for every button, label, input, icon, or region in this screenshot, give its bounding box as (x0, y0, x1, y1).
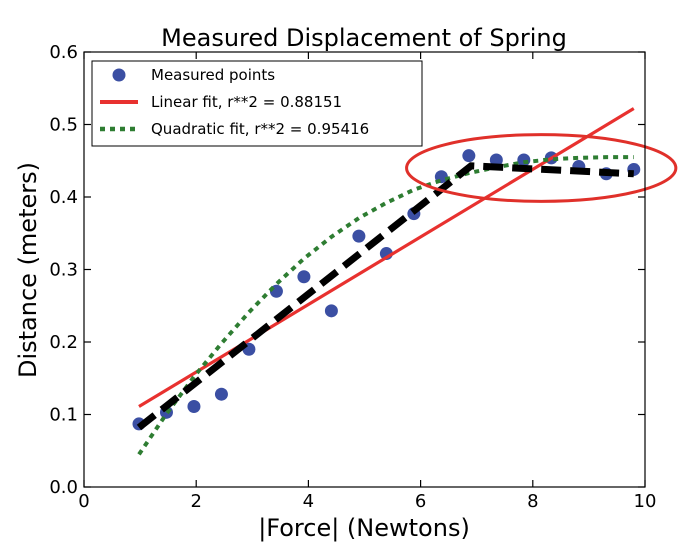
y-tick-label: 0.0 (49, 477, 78, 498)
legend-label-quadratic: Quadratic fit, r**2 = 0.95416 (151, 120, 369, 138)
data-point (297, 270, 311, 284)
y-tick-label: 0.3 (49, 260, 78, 281)
x-tick-label: 4 (303, 491, 314, 512)
y-axis-label: Distance (meters) (14, 162, 42, 378)
x-tick-label: 8 (527, 491, 538, 512)
data-point (214, 387, 228, 401)
legend-label-linear: Linear fit, r**2 = 0.88151 (151, 93, 342, 111)
data-point (187, 400, 201, 414)
y-tick-label: 0.2 (49, 332, 78, 353)
plot-area (132, 107, 678, 456)
chart-title: Measured Displacement of Spring (161, 24, 567, 52)
data-point (324, 304, 338, 318)
y-tick-label: 0.1 (49, 405, 78, 426)
data-point (517, 153, 531, 167)
legend-label-measured: Measured points (151, 66, 275, 84)
linear-fit-line (138, 107, 635, 408)
y-tick-label: 0.4 (49, 187, 78, 208)
dashed-trend-line (136, 162, 634, 431)
axis-ticks: 0 2 4 6 8 10 0.0 0.1 0.2 0.3 0.4 0.5 0.6 (49, 42, 656, 512)
highlight-ellipse (405, 133, 678, 203)
legend-box (91, 60, 423, 147)
x-tick-label: 0 (78, 491, 89, 512)
legend: Measured points Linear fit, r**2 = 0.881… (91, 60, 423, 147)
y-tick-label: 0.5 (49, 115, 78, 136)
x-tick-label: 2 (190, 491, 201, 512)
data-point (462, 149, 476, 163)
x-tick-label: 10 (634, 491, 657, 512)
y-tick-label: 0.6 (49, 42, 78, 63)
data-point (352, 229, 366, 243)
x-axis-label: |Force| (Newtons) (258, 514, 470, 542)
legend-marker-measured (112, 68, 126, 82)
data-point (489, 153, 503, 167)
x-tick-label: 6 (415, 491, 426, 512)
